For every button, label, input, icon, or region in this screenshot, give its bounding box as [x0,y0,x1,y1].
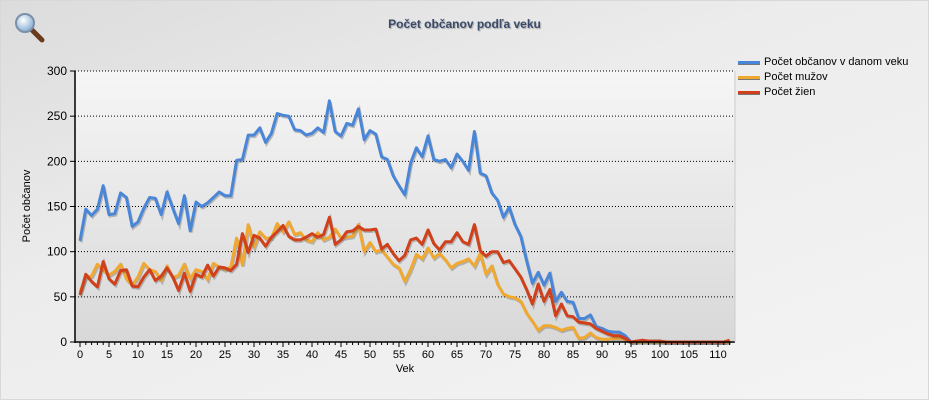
x-tick-label: 0 [77,349,83,361]
x-tick-label: 80 [538,349,550,361]
x-tick-label: 35 [277,349,289,361]
zoom-magnifier-icon[interactable] [14,12,46,44]
x-tick-label: 90 [596,349,608,361]
x-tick-label: 25 [219,349,231,361]
x-axis-label: Vek [396,363,415,375]
y-tick-label: 300 [47,64,67,78]
legend-item: Počet žien [738,86,815,98]
x-tick-label: 40 [306,349,318,361]
legend-item: Počet občanov v danom veku [738,56,908,68]
x-tick-label: 70 [480,349,492,361]
x-tick-label: 60 [422,349,434,361]
y-tick-label: 200 [47,154,67,168]
x-tick-label: 20 [190,349,202,361]
x-tick-label: 5 [106,349,112,361]
y-tick-label: 100 [47,245,67,259]
chart-title: Počet občanov podľa veku [388,17,541,31]
x-tick-label: 65 [451,349,463,361]
y-tick-label: 150 [47,200,67,214]
legend-item: Počet mužov [738,71,828,83]
legend-swatch [738,90,760,94]
x-tick-label: 75 [509,349,521,361]
x-tick-label: 100 [651,349,669,361]
x-tick-label: 105 [680,349,698,361]
legend-swatch [738,75,760,79]
x-tick-label: 85 [567,349,579,361]
x-tick-label: 45 [335,349,347,361]
x-tick-label: 55 [393,349,405,361]
legend-swatch [738,60,760,64]
x-tick-label: 110 [709,349,727,361]
y-tick-label: 250 [47,109,67,123]
series-line-2 [78,215,731,344]
y-axis-label: Počet občanov [21,169,33,242]
x-tick-label: 15 [161,349,173,361]
legend-label: Počet žien [764,86,816,98]
y-tick-label: 0 [60,335,67,349]
x-tick-label: 10 [132,349,144,361]
series-line-0 [78,99,730,344]
x-tick-label: 30 [248,349,260,361]
series-line-1 [78,220,730,344]
y-tick-label: 50 [54,290,68,304]
legend-label: Počet občanov v danom veku [764,56,909,68]
x-tick-label: 95 [625,349,637,361]
x-tick-label: 50 [364,349,376,361]
legend-label: Počet mužov [764,71,828,83]
